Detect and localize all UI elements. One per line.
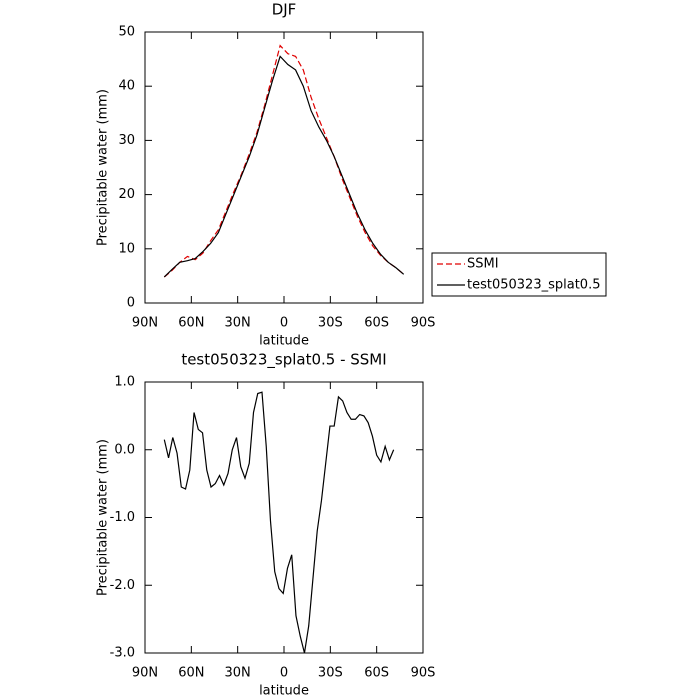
x-tick-label: 60N xyxy=(178,316,204,331)
y-tick-label: 30 xyxy=(118,133,135,148)
plot-frame xyxy=(144,381,424,654)
y-tick-label: 1.0 xyxy=(114,375,135,390)
x-tick-label: 0 xyxy=(280,316,288,331)
x-tick-label: 60S xyxy=(364,666,389,681)
x-axis-label: latitude xyxy=(259,684,309,699)
legend-box xyxy=(431,252,607,297)
x-tick-label: 30N xyxy=(225,666,251,681)
y-tick-label: -3.0 xyxy=(110,646,135,661)
chart-title: test050323_splat0.5 - SSMI xyxy=(181,351,386,370)
y-tick-label: 40 xyxy=(118,79,135,94)
y-tick-label: 50 xyxy=(118,25,135,40)
x-tick-label: 90S xyxy=(411,666,436,681)
x-tick-label: 90S xyxy=(411,316,436,331)
x-tick-label: 30S xyxy=(318,316,343,331)
plot-frame xyxy=(144,31,424,304)
y-axis-label: Precipitable water (mm) xyxy=(96,439,111,596)
x-tick-label: 30N xyxy=(225,316,251,331)
x-tick-label: 90N xyxy=(132,316,158,331)
y-tick-label: -1.0 xyxy=(110,510,135,525)
x-tick-label: 90N xyxy=(132,666,158,681)
x-tick-label: 30S xyxy=(318,666,343,681)
y-tick-label: 20 xyxy=(118,187,135,202)
y-tick-label: 0.0 xyxy=(114,442,135,457)
chart-title: DJF xyxy=(272,1,297,19)
y-tick-label: 10 xyxy=(118,241,135,256)
x-tick-label: 60S xyxy=(364,316,389,331)
x-tick-label: 60N xyxy=(178,666,204,681)
legend-label: test050323_splat0.5 xyxy=(467,278,600,293)
x-tick-label: 0 xyxy=(280,666,288,681)
data-line xyxy=(163,44,405,278)
legend-label: SSMI xyxy=(467,257,499,272)
x-axis-label: latitude xyxy=(259,334,309,349)
y-axis-label: Precipitable water (mm) xyxy=(96,89,111,246)
data-line xyxy=(163,391,395,654)
y-tick-label: -2.0 xyxy=(110,578,135,593)
data-line xyxy=(163,55,405,278)
y-tick-label: 0 xyxy=(127,296,135,311)
